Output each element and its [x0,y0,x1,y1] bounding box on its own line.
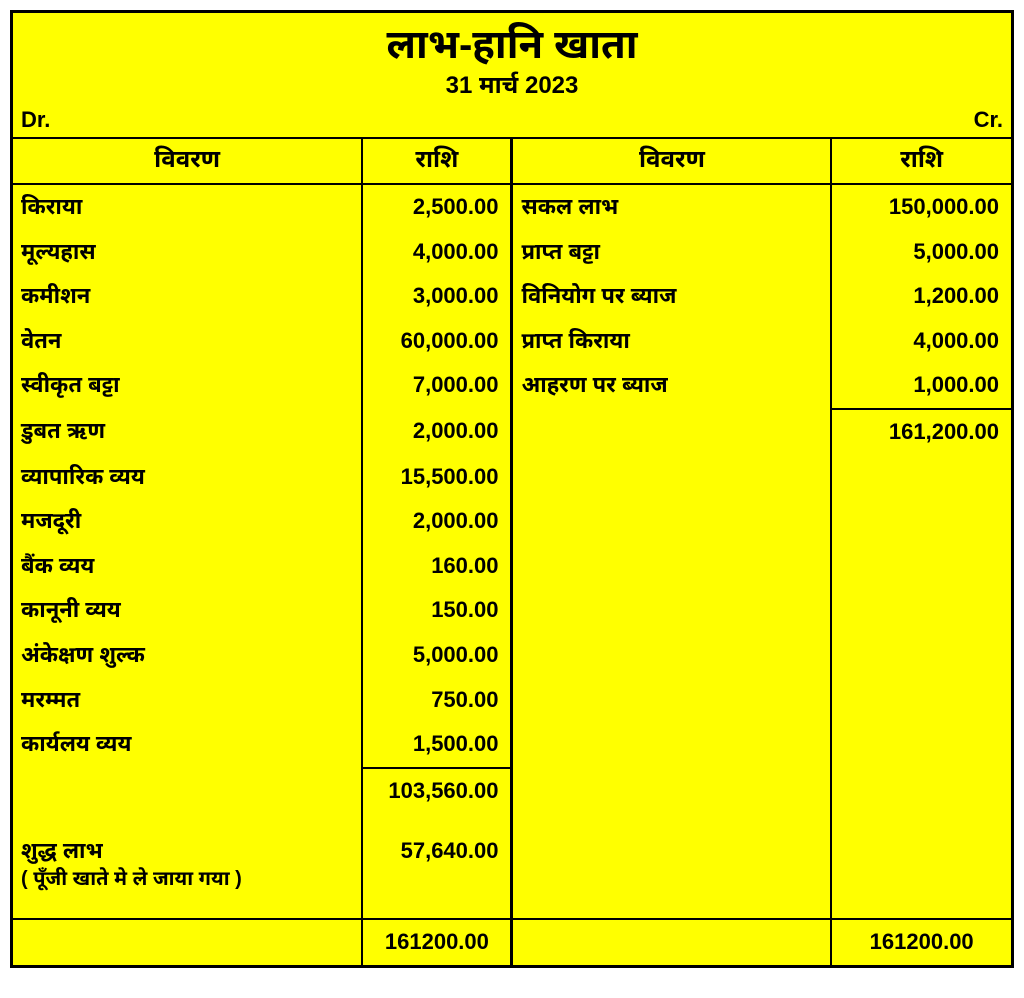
account-table: विवरण राशि विवरण राशि किराया 2,500.00 सक… [13,137,1011,965]
table-row: बैंक व्यय 160.00 [13,544,1011,589]
dr-amt: 60,000.00 [362,319,512,364]
dr-cr-labels: Dr. Cr. [13,107,1011,137]
dr-amt: 1,500.00 [362,722,512,768]
table-row [13,900,1011,919]
dr-desc: व्यापारिक व्यय [13,455,362,500]
cr-desc: प्राप्त बट्टा [512,230,831,275]
table-row: वेतन 60,000.00 प्राप्त किराया 4,000.00 [13,319,1011,364]
table-row [13,813,1011,829]
net-profit-label: शुद्ध लाभ ( पूँजी खाते मे ले जाया गया ) [13,829,362,900]
table-row: मजदूरी 2,000.00 [13,499,1011,544]
cr-amt: 1,200.00 [831,274,1011,319]
table-row: कानूनी व्यय 150.00 [13,588,1011,633]
account-date: 31 मार्च 2023 [13,71,1011,103]
dr-amt: 15,500.00 [362,455,512,500]
cr-amt: 1,000.00 [831,363,1011,409]
cr-desc: सकल लाभ [512,184,831,230]
cr-amt: 5,000.00 [831,230,1011,275]
cr-blank [512,409,831,455]
net-profit-text: शुद्ध लाभ [21,837,353,866]
cr-subtotal: 161,200.00 [831,409,1011,455]
dr-amt: 5,000.00 [362,633,512,678]
dr-total: 161200.00 [362,919,512,965]
th-cr-desc: विवरण [512,138,831,184]
dr-desc: मरम्मत [13,678,362,723]
net-profit-amt: 57,640.00 [362,829,512,900]
table-row: डुबत ऋण 2,000.00 161,200.00 [13,409,1011,455]
table-row: व्यापारिक व्यय 15,500.00 [13,455,1011,500]
table-row: कमीशन 3,000.00 विनियोग पर ब्याज 1,200.00 [13,274,1011,319]
th-dr-desc: विवरण [13,138,362,184]
dr-desc: बैंक व्यय [13,544,362,589]
cr-amt: 150,000.00 [831,184,1011,230]
dr-desc: डुबत ऋण [13,409,362,455]
dr-amt: 750.00 [362,678,512,723]
net-profit-sub: ( पूँजी खाते मे ले जाया गया ) [21,866,353,892]
dr-subtotal: 103,560.00 [362,768,512,814]
dr-desc: कार्यलय व्यय [13,722,362,768]
totals-row: 161200.00 161200.00 [13,919,1011,965]
th-dr-amt: राशि [362,138,512,184]
account-header: लाभ-हानि खाता 31 मार्च 2023 [13,13,1011,107]
table-row: 103,560.00 [13,768,1011,814]
table-row: अंकेक्षण शुल्क 5,000.00 [13,633,1011,678]
dr-desc: कमीशन [13,274,362,319]
dr-label: Dr. [21,107,50,133]
dr-desc: किराया [13,184,362,230]
dr-desc: मूल्यहास [13,230,362,275]
dr-amt: 3,000.00 [362,274,512,319]
table-body: किराया 2,500.00 सकल लाभ 150,000.00 मूल्य… [13,184,1011,965]
dr-amt: 4,000.00 [362,230,512,275]
table-row: स्वीकृत बट्टा 7,000.00 आहरण पर ब्याज 1,0… [13,363,1011,409]
dr-desc: मजदूरी [13,499,362,544]
table-row: शुद्ध लाभ ( पूँजी खाते मे ले जाया गया ) … [13,829,1011,900]
account-title: लाभ-हानि खाता [13,23,1011,67]
dr-amt: 160.00 [362,544,512,589]
table-header-row: विवरण राशि विवरण राशि [13,138,1011,184]
dr-amt: 2,500.00 [362,184,512,230]
table-row: किराया 2,500.00 सकल लाभ 150,000.00 [13,184,1011,230]
cr-desc: आहरण पर ब्याज [512,363,831,409]
th-cr-amt: राशि [831,138,1011,184]
table-row: मूल्यहास 4,000.00 प्राप्त बट्टा 5,000.00 [13,230,1011,275]
dr-amt: 7,000.00 [362,363,512,409]
table-row: मरम्मत 750.00 [13,678,1011,723]
dr-desc: वेतन [13,319,362,364]
table-row: कार्यलय व्यय 1,500.00 [13,722,1011,768]
cr-total: 161200.00 [831,919,1011,965]
cr-label: Cr. [974,107,1003,133]
cr-amt: 4,000.00 [831,319,1011,364]
dr-amt: 150.00 [362,588,512,633]
dr-desc: कानूनी व्यय [13,588,362,633]
cr-desc: प्राप्त किराया [512,319,831,364]
cr-desc: विनियोग पर ब्याज [512,274,831,319]
dr-desc: अंकेक्षण शुल्क [13,633,362,678]
profit-loss-account: लाभ-हानि खाता 31 मार्च 2023 Dr. Cr. विवर… [10,10,1014,968]
dr-amt: 2,000.00 [362,409,512,455]
dr-desc: स्वीकृत बट्टा [13,363,362,409]
dr-amt: 2,000.00 [362,499,512,544]
